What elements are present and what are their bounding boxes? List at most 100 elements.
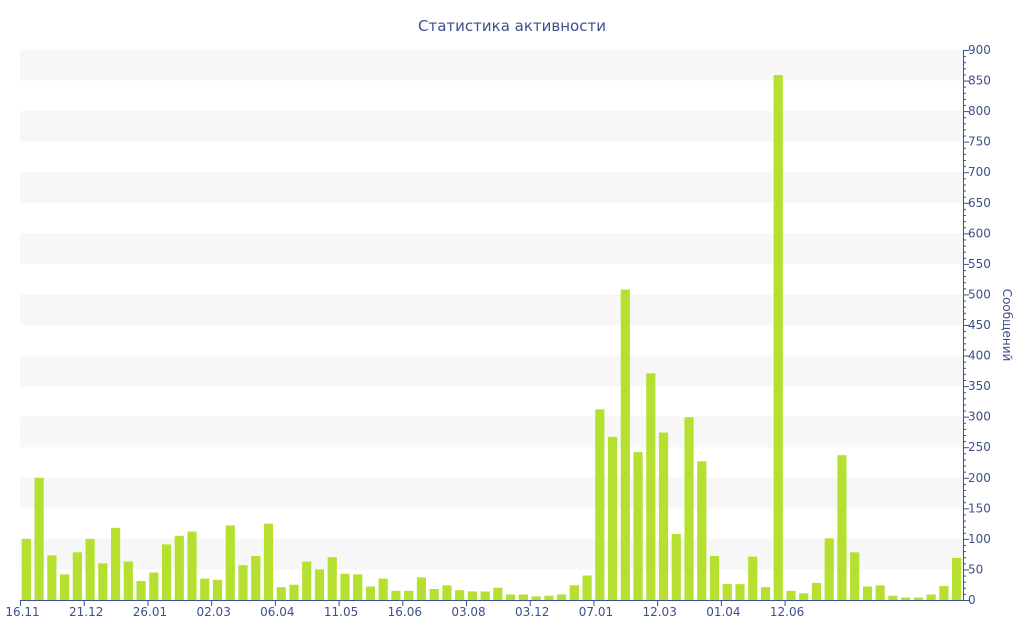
- bar[interactable]: [467, 591, 477, 600]
- bar[interactable]: [238, 565, 248, 600]
- bar[interactable]: [493, 587, 503, 600]
- bar[interactable]: [225, 525, 235, 600]
- bar[interactable]: [735, 584, 745, 600]
- x-tick-label: 12.06: [770, 605, 804, 619]
- bar[interactable]: [709, 556, 720, 600]
- x-tick-label: 16.11: [5, 605, 39, 619]
- bar[interactable]: [123, 561, 133, 601]
- bar[interactable]: [582, 575, 592, 600]
- bar[interactable]: [391, 590, 401, 600]
- bar[interactable]: [98, 563, 108, 600]
- bar[interactable]: [531, 596, 541, 600]
- bar[interactable]: [480, 591, 490, 600]
- bar[interactable]: [136, 581, 146, 600]
- bar[interactable]: [939, 585, 949, 600]
- bar[interactable]: [697, 461, 707, 600]
- bar[interactable]: [404, 590, 414, 600]
- bar[interactable]: [518, 594, 528, 601]
- bar[interactable]: [824, 538, 834, 600]
- bar[interactable]: [607, 436, 618, 600]
- bar[interactable]: [633, 452, 643, 600]
- bar[interactable]: [276, 587, 286, 600]
- x-tick-label: 02.03: [196, 605, 230, 619]
- bar[interactable]: [862, 586, 873, 600]
- x-tick-label: 03.08: [451, 605, 485, 619]
- x-tick-label: 16.06: [388, 605, 422, 619]
- grid-band: [20, 355, 963, 387]
- bar[interactable]: [837, 455, 847, 600]
- bar[interactable]: [378, 578, 388, 600]
- bar[interactable]: [289, 584, 299, 600]
- y-tick-label: 300: [968, 410, 991, 424]
- bar[interactable]: [620, 289, 630, 600]
- y-tick-label: 650: [968, 196, 991, 210]
- bar[interactable]: [161, 544, 172, 600]
- bar[interactable]: [455, 590, 465, 600]
- bar[interactable]: [901, 597, 911, 600]
- bar[interactable]: [47, 555, 57, 600]
- bar[interactable]: [786, 590, 796, 600]
- bar[interactable]: [773, 75, 783, 600]
- bar[interactable]: [595, 409, 605, 600]
- bar[interactable]: [799, 593, 809, 600]
- bar[interactable]: [569, 585, 579, 600]
- y-tick-label: 350: [968, 379, 991, 393]
- y-tick-label: 50: [968, 562, 983, 576]
- bar[interactable]: [658, 432, 669, 600]
- grid-band: [20, 477, 963, 509]
- grid-band: [20, 50, 963, 81]
- bar[interactable]: [926, 594, 936, 601]
- y-tick-label: 100: [968, 532, 991, 546]
- x-tick-label: 03.12: [515, 605, 549, 619]
- bar[interactable]: [212, 579, 223, 600]
- bar[interactable]: [200, 578, 210, 600]
- bar[interactable]: [557, 594, 567, 601]
- y-tick-label: 250: [968, 440, 991, 454]
- bar[interactable]: [429, 589, 439, 600]
- bar[interactable]: [263, 523, 274, 600]
- bar[interactable]: [85, 538, 95, 600]
- bar[interactable]: [314, 569, 325, 600]
- bar[interactable]: [506, 594, 516, 601]
- bar[interactable]: [544, 595, 554, 600]
- x-tick-label: 12.03: [642, 605, 676, 619]
- bar[interactable]: [340, 573, 350, 600]
- y-tick-label: 150: [968, 501, 991, 515]
- bar[interactable]: [722, 584, 732, 600]
- bar[interactable]: [684, 417, 694, 600]
- grid-bands: [20, 50, 963, 570]
- grid-band: [20, 538, 963, 570]
- bar[interactable]: [671, 534, 681, 600]
- y-tick-label: 800: [968, 104, 991, 118]
- y-tick-label: 450: [968, 318, 991, 332]
- bar[interactable]: [888, 595, 898, 600]
- bar[interactable]: [149, 572, 159, 601]
- bar[interactable]: [913, 597, 923, 600]
- y-axis-title: Сообщений: [1000, 289, 1014, 362]
- bar[interactable]: [353, 574, 363, 600]
- y-tick-label: 550: [968, 257, 991, 271]
- bar[interactable]: [174, 535, 184, 600]
- bar[interactable]: [251, 556, 261, 600]
- bar[interactable]: [952, 557, 962, 600]
- y-tick-label: 600: [968, 226, 991, 240]
- bar[interactable]: [34, 477, 44, 600]
- bar[interactable]: [21, 538, 31, 600]
- bar[interactable]: [646, 373, 656, 600]
- bar[interactable]: [850, 552, 860, 600]
- bar[interactable]: [760, 587, 771, 600]
- bar[interactable]: [365, 586, 376, 600]
- bar[interactable]: [811, 582, 822, 600]
- bar[interactable]: [72, 552, 82, 600]
- grid-band: [20, 233, 963, 264]
- bar[interactable]: [442, 585, 452, 600]
- x-tick-label: 06.04: [260, 605, 294, 619]
- bar[interactable]: [875, 585, 885, 600]
- bar[interactable]: [187, 531, 197, 600]
- bar[interactable]: [60, 574, 70, 600]
- bar[interactable]: [110, 527, 121, 600]
- bar[interactable]: [748, 556, 758, 600]
- bar[interactable]: [302, 561, 312, 601]
- bar[interactable]: [327, 557, 337, 600]
- bar[interactable]: [416, 577, 426, 600]
